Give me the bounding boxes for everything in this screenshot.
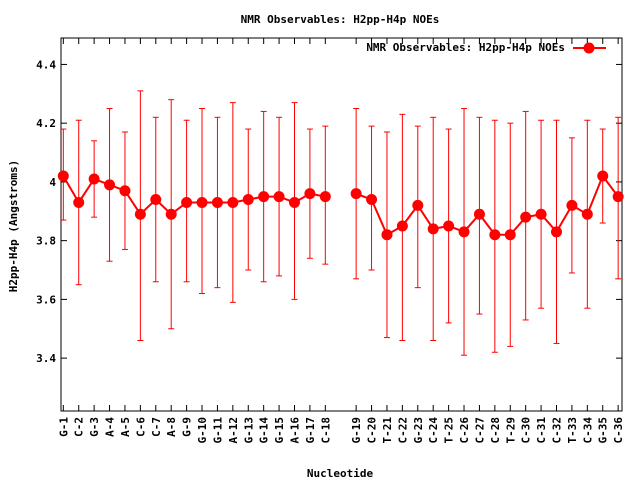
data-point — [288, 196, 300, 208]
data-point — [57, 170, 69, 182]
x-tick-label: G-19 — [350, 417, 363, 444]
x-tick-label: C-32 — [550, 417, 563, 444]
legend: NMR Observables: H2pp-H4p NOEs — [366, 41, 606, 54]
x-tick-label: C-26 — [458, 417, 471, 444]
x-tick-label: G-11 — [211, 417, 224, 444]
data-point — [597, 170, 609, 182]
x-tick-label: G-13 — [242, 417, 255, 444]
x-tick-label: C-20 — [366, 417, 379, 444]
data-point — [181, 196, 193, 208]
x-tick-label: C-22 — [396, 417, 409, 444]
x-axis-label: Nucleotide — [307, 467, 374, 480]
x-tick-label: G-15 — [273, 417, 286, 444]
x-tick-label: G-3 — [88, 417, 101, 437]
data-point — [242, 194, 254, 206]
x-tick-label: G-17 — [304, 417, 317, 444]
data-point — [119, 185, 131, 197]
y-tick-label: 4.4 — [36, 58, 56, 71]
data-point — [566, 199, 578, 211]
plot-marks: 3.4 3.6 3.8 4 4.2 4.4 G-1 C-2 G-3 A-4 A-5 C-6 C-7 A-8… — [36, 37, 625, 444]
data-point — [612, 191, 624, 203]
series-line — [355, 174, 619, 237]
data-point — [165, 208, 177, 220]
x-tick-label: G-35 — [597, 417, 610, 444]
x-tick-label: C-31 — [535, 417, 548, 444]
data-point — [520, 211, 532, 223]
data-point — [489, 229, 501, 241]
chart-title: NMR Observables: H2pp-H4p NOEs — [241, 13, 440, 26]
data-point — [550, 226, 562, 238]
data-point — [350, 188, 362, 200]
data-point — [535, 208, 547, 220]
data-point — [196, 196, 208, 208]
x-tick-label: T-29 — [504, 417, 517, 444]
x-tick-label: C-6 — [134, 417, 147, 437]
data-point — [273, 191, 285, 203]
y-tick-label: 4.2 — [36, 117, 56, 130]
data-point — [304, 188, 316, 200]
data-point — [88, 173, 100, 185]
plot-frame — [60, 37, 623, 412]
data-point — [258, 191, 270, 203]
series-line — [62, 175, 326, 216]
data-point — [427, 223, 439, 235]
x-tick-label: T-25 — [443, 417, 456, 444]
data-point — [104, 179, 116, 191]
x-tick-label: A-12 — [227, 417, 240, 444]
x-tick-label: C-2 — [73, 417, 86, 437]
y-tick-label: 3.8 — [36, 235, 56, 248]
x-tick-label: G-9 — [181, 417, 194, 437]
x-tick-label: G-10 — [196, 417, 209, 444]
x-tick-label: T-33 — [566, 417, 579, 444]
x-tick-label: C-28 — [489, 417, 502, 444]
x-tick-label: G-1 — [57, 417, 70, 437]
x-tick-label: C-27 — [473, 417, 486, 444]
data-point — [504, 229, 516, 241]
data-point — [366, 194, 378, 206]
x-tick-label: G-14 — [258, 417, 271, 444]
x-tick-label: C-34 — [581, 417, 594, 444]
y-tick-label: 3.4 — [36, 352, 56, 365]
data-point — [581, 208, 593, 220]
x-tick-label: G-23 — [412, 417, 425, 444]
y-tick-label: 3.6 — [36, 293, 56, 306]
x-tick-label: C-18 — [319, 417, 332, 444]
x-tick-label: A-16 — [288, 417, 301, 444]
x-tick-label: C-30 — [520, 417, 533, 444]
legend-marker — [583, 42, 595, 54]
data-point — [211, 196, 223, 208]
x-tick-label: T-21 — [381, 417, 394, 444]
x-tick-label: A-8 — [165, 417, 178, 437]
x-tick-label: A-5 — [119, 417, 132, 437]
data-point — [150, 194, 162, 206]
data-point — [412, 199, 424, 211]
x-tick-label: C-24 — [427, 417, 440, 444]
legend-label: NMR Observables: H2pp-H4p NOEs — [366, 41, 565, 54]
data-point — [396, 220, 408, 232]
data-point — [458, 226, 470, 238]
x-tick-label: A-4 — [104, 417, 117, 437]
y-axis-label: H2pp-H4p (Angstroms) — [7, 160, 20, 292]
x-tick-label: C-7 — [150, 417, 163, 437]
data-point — [227, 196, 239, 208]
data-point — [381, 229, 393, 241]
data-point — [473, 208, 485, 220]
y-tick-label: 4 — [49, 176, 56, 189]
data-point — [443, 220, 455, 232]
data-point — [73, 196, 85, 208]
data-point — [134, 208, 146, 220]
x-tick-label: C-36 — [612, 417, 625, 444]
data-point — [319, 191, 331, 203]
